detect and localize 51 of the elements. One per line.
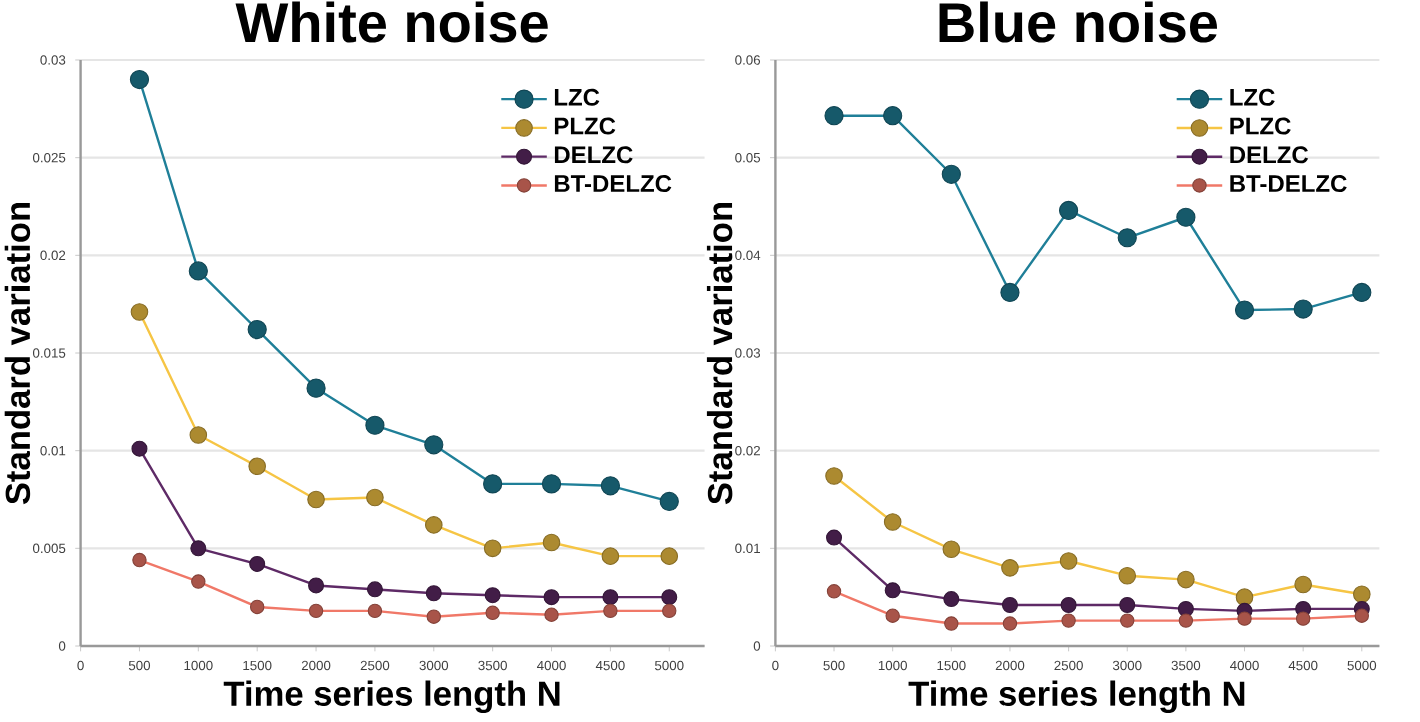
point bbox=[1060, 596, 1077, 613]
legend-label: PLZC bbox=[554, 117, 616, 135]
legend-label: LZC bbox=[554, 88, 600, 106]
point bbox=[659, 491, 679, 512]
point bbox=[365, 415, 385, 435]
point bbox=[884, 582, 901, 599]
point bbox=[247, 319, 267, 340]
point bbox=[824, 106, 844, 126]
point bbox=[424, 435, 444, 455]
point bbox=[541, 474, 562, 494]
point bbox=[602, 589, 619, 606]
point bbox=[1234, 300, 1255, 320]
point bbox=[1177, 600, 1194, 617]
point bbox=[188, 261, 208, 281]
point bbox=[129, 69, 150, 90]
point bbox=[484, 587, 501, 604]
point bbox=[366, 581, 383, 598]
point bbox=[883, 106, 903, 126]
point bbox=[1352, 282, 1372, 303]
legend-label: BT-DELZC bbox=[1230, 175, 1347, 193]
point bbox=[1117, 228, 1137, 248]
legend-label: DELZC bbox=[554, 146, 633, 164]
chart-title: White noise bbox=[235, 1, 548, 43]
point bbox=[543, 589, 560, 606]
point bbox=[308, 577, 325, 594]
point bbox=[1119, 596, 1136, 613]
point bbox=[1293, 299, 1313, 319]
point bbox=[131, 440, 148, 457]
point bbox=[1001, 596, 1018, 613]
point bbox=[249, 555, 266, 572]
point bbox=[306, 378, 326, 398]
point bbox=[661, 589, 678, 606]
point bbox=[1058, 200, 1079, 221]
legend-label: BT-DELZC bbox=[554, 175, 672, 193]
legend-label: LZC bbox=[1230, 88, 1275, 106]
point bbox=[943, 591, 960, 608]
point bbox=[600, 476, 620, 496]
y-axis-title: Standard variation bbox=[706, 203, 733, 505]
point bbox=[483, 474, 503, 494]
point bbox=[1000, 282, 1020, 303]
x-axis-title: Time series length N bbox=[908, 680, 1245, 713]
y-axis-title: Standard variation bbox=[4, 203, 31, 505]
point bbox=[1176, 207, 1196, 227]
point bbox=[826, 529, 843, 546]
point bbox=[425, 585, 442, 602]
x-axis-title: Time series length N bbox=[223, 680, 560, 713]
point bbox=[941, 164, 961, 184]
legend-label: PLZC bbox=[1230, 117, 1291, 135]
chart-title: Blue noise bbox=[939, 1, 1218, 43]
point bbox=[190, 540, 207, 557]
legend-label: DELZC bbox=[1230, 146, 1309, 164]
